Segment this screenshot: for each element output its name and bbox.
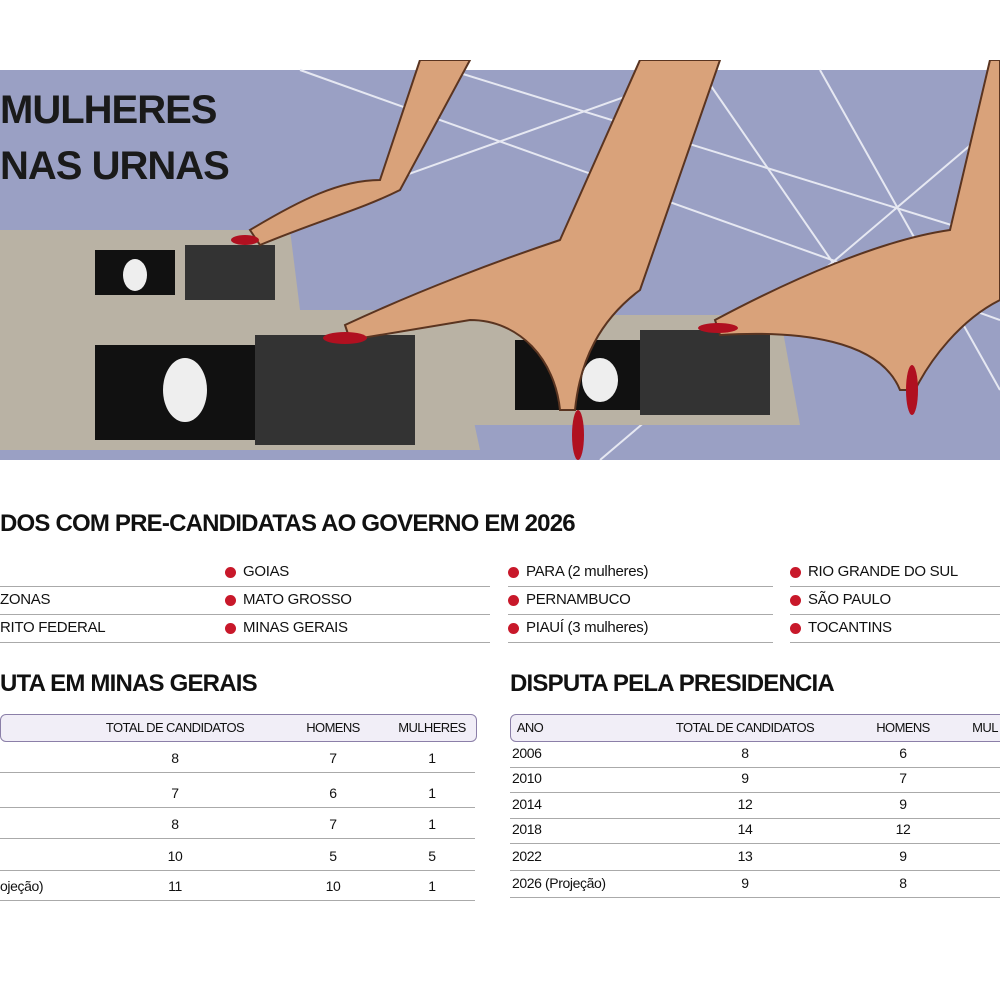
bullet xyxy=(225,567,236,578)
cell: 13 xyxy=(737,848,753,864)
illustration xyxy=(0,60,1000,460)
row-rule xyxy=(790,614,1000,615)
cell: 1 xyxy=(428,785,436,801)
row-rule xyxy=(508,586,773,587)
cell: 7 xyxy=(329,816,337,832)
cell: 1 xyxy=(428,816,436,832)
bullet xyxy=(225,595,236,606)
voting-machine xyxy=(0,230,300,310)
cell: 8 xyxy=(741,745,749,761)
cell: 6 xyxy=(329,785,337,801)
state-name: ZONAS xyxy=(0,591,51,608)
cell: 1 xyxy=(428,878,436,894)
cell: 12 xyxy=(895,821,911,837)
voting-machine xyxy=(0,310,480,450)
row-rule xyxy=(0,772,475,773)
row-rule xyxy=(510,897,1000,898)
row-rule xyxy=(0,614,265,615)
nails xyxy=(231,235,918,460)
bullet xyxy=(790,595,801,606)
state-name: MINAS GERAIS xyxy=(243,619,348,636)
cell: 9 xyxy=(899,848,907,864)
row-label: 2026 (Projeção) xyxy=(512,875,606,891)
row-rule xyxy=(0,838,475,839)
state-name: PARA (2 mulheres) xyxy=(526,563,649,580)
cell: 6 xyxy=(899,745,907,761)
cell: 14 xyxy=(737,821,753,837)
row-rule xyxy=(0,642,265,643)
bullet xyxy=(790,567,801,578)
header-title: MULHERES xyxy=(0,88,217,132)
column-header: HOMENS xyxy=(306,720,360,735)
bullet xyxy=(225,623,236,634)
row-rule xyxy=(510,818,1000,819)
cell: 5 xyxy=(329,848,337,864)
row-rule xyxy=(225,642,490,643)
row-rule xyxy=(790,642,1000,643)
column-header: ANO xyxy=(516,720,544,735)
row-rule xyxy=(510,870,1000,871)
row-label: ojeção) xyxy=(0,878,44,894)
table-header xyxy=(510,714,1000,742)
row-rule xyxy=(508,614,773,615)
column-header: TOTAL DE CANDIDATOS xyxy=(675,720,815,735)
column-header: MUL xyxy=(972,720,998,735)
bullet xyxy=(790,623,801,634)
row-rule xyxy=(0,870,475,871)
bullet xyxy=(508,623,519,634)
state-name: MATO GROSSO xyxy=(243,591,352,608)
row-rule xyxy=(225,614,490,615)
row-rule xyxy=(508,642,773,643)
cell: 5 xyxy=(428,848,436,864)
cell: 7 xyxy=(171,785,179,801)
state-name: PIAUÍ (3 mulheres) xyxy=(526,619,649,636)
hands xyxy=(248,60,1000,411)
cell: 7 xyxy=(899,770,907,786)
section-title: DOS COM PRE-CANDIDATAS AO GOVERNO EM 202… xyxy=(0,510,576,537)
column-header: HOMENS xyxy=(876,720,930,735)
cell: 1 xyxy=(428,750,436,766)
column-header: TOTAL DE CANDIDATOS xyxy=(105,720,245,735)
state-name: TOCANTINS xyxy=(808,619,892,636)
row-label: 2014 xyxy=(512,796,542,812)
header-title: NAS URNAS xyxy=(0,144,230,188)
table-header xyxy=(0,714,477,742)
cell: 8 xyxy=(899,875,907,891)
row-label: 2018 xyxy=(512,821,542,837)
row-rule xyxy=(510,792,1000,793)
cell: 12 xyxy=(737,796,753,812)
cell: 7 xyxy=(329,750,337,766)
cell: 8 xyxy=(171,816,179,832)
cell: 10 xyxy=(167,848,183,864)
bullet xyxy=(508,567,519,578)
state-name: GOIAS xyxy=(243,563,290,580)
column-header: MULHERES xyxy=(398,720,466,735)
row-rule xyxy=(510,843,1000,844)
row-label: 2022 xyxy=(512,848,542,864)
state-name: RIO GRANDE DO SUL xyxy=(808,563,958,580)
row-rule xyxy=(790,586,1000,587)
cell: 11 xyxy=(168,878,182,894)
cell: 9 xyxy=(899,796,907,812)
table-title: UTA EM MINAS GERAIS xyxy=(0,670,258,697)
bullet xyxy=(508,595,519,606)
row-rule xyxy=(225,586,490,587)
row-label: 2006 xyxy=(512,745,542,761)
state-name: PERNAMBUCO xyxy=(526,591,631,608)
row-label: 2010 xyxy=(512,770,542,786)
state-name: SÃO PAULO xyxy=(808,591,891,608)
row-rule xyxy=(510,767,1000,768)
row-rule xyxy=(0,586,265,587)
row-rule xyxy=(0,900,475,901)
state-name: RITO FEDERAL xyxy=(0,619,106,636)
row-rule xyxy=(0,807,475,808)
cell: 9 xyxy=(741,875,749,891)
cell: 9 xyxy=(741,770,749,786)
cell: 10 xyxy=(325,878,341,894)
cell: 8 xyxy=(171,750,179,766)
table-title: DISPUTA PELA PRESIDENCIA xyxy=(510,670,835,697)
